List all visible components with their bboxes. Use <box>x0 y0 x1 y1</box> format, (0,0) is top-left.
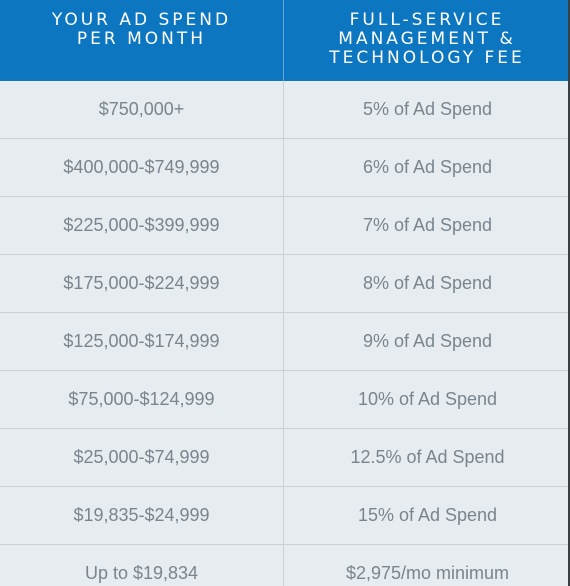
header-management-fee: FULL-SERVICE MANAGEMENT & TECHNOLOGY FEE <box>283 0 570 81</box>
right-edge-border <box>568 0 570 586</box>
ad-spend-cell: Up to $19,834 <box>84 563 199 583</box>
ad-spend-cell: $19,835-$24,999 <box>73 505 210 525</box>
ad-spend-cell: $25,000-$74,999 <box>73 447 210 467</box>
ad-spend-cell: $175,000-$224,999 <box>63 273 220 293</box>
header-ad-spend: YOUR AD SPEND PER MONTH <box>51 10 232 49</box>
table-row: Up to $19,834 $2,975/mo minimum <box>0 545 570 586</box>
ad-spend-cell: $75,000-$124,999 <box>68 389 215 409</box>
table-row: $750,000+ 5% of Ad Spend <box>0 81 570 139</box>
fee-cell: 8% of Ad Spend <box>283 255 570 312</box>
fee-cell: $2,975/mo minimum <box>283 545 570 586</box>
table-body: $750,000+ 5% of Ad Spend $400,000-$749,9… <box>0 81 570 586</box>
table-row: $225,000-$399,999 7% of Ad Spend <box>0 197 570 255</box>
table-row: $75,000-$124,999 10% of Ad Spend <box>0 371 570 429</box>
fee-cell: 9% of Ad Spend <box>283 313 570 370</box>
table-row: $19,835-$24,999 15% of Ad Spend <box>0 487 570 545</box>
fee-cell: 7% of Ad Spend <box>283 197 570 254</box>
table-row: $400,000-$749,999 6% of Ad Spend <box>0 139 570 197</box>
ad-spend-cell: $225,000-$399,999 <box>63 215 220 235</box>
fee-cell: 10% of Ad Spend <box>283 371 570 428</box>
fee-cell: 12.5% of Ad Spend <box>283 429 570 486</box>
fee-cell: 15% of Ad Spend <box>283 487 570 544</box>
table-row: $25,000-$74,999 12.5% of Ad Spend <box>0 429 570 487</box>
fee-cell: 6% of Ad Spend <box>283 139 570 196</box>
table-header: YOUR AD SPEND PER MONTH FULL-SERVICE MAN… <box>0 0 570 81</box>
table-row: $175,000-$224,999 8% of Ad Spend <box>0 255 570 313</box>
fee-cell: 5% of Ad Spend <box>283 81 570 138</box>
ad-spend-cell: $400,000-$749,999 <box>63 157 220 177</box>
table-row: $125,000-$174,999 9% of Ad Spend <box>0 313 570 371</box>
ad-spend-cell: $750,000+ <box>98 99 185 119</box>
ad-spend-cell: $125,000-$174,999 <box>63 331 220 351</box>
